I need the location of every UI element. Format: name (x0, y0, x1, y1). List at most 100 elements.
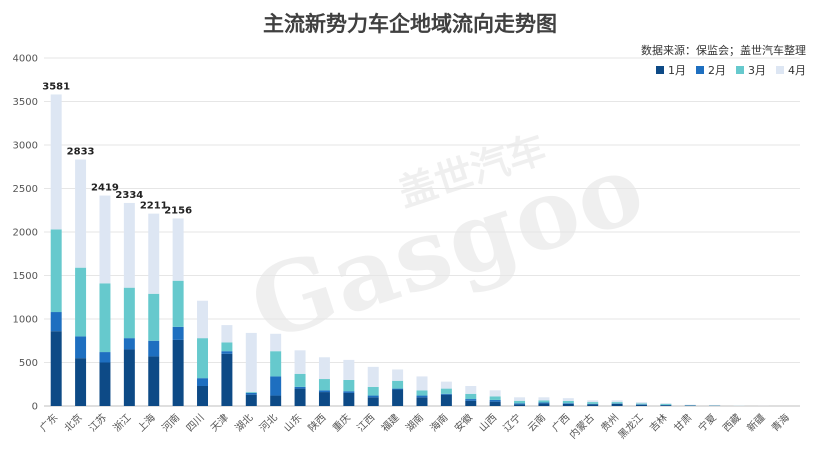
bar-segment-北京-2月 (75, 336, 87, 359)
x-tick-label: 陕西 (305, 411, 328, 434)
bar-segment-山西-3月 (489, 396, 501, 400)
x-tick-label: 山西 (477, 412, 500, 435)
bar-segment-陕西-3月 (318, 379, 330, 391)
x-tick-label: 黑龙江 (615, 411, 645, 441)
bar-segment-上海-1月 (148, 356, 160, 406)
bar-segment-湖北-2月 (245, 392, 257, 395)
bar-segment-陕西-2月 (318, 390, 330, 393)
bar-segment-山东-4月 (294, 350, 306, 374)
bar-segment-云南-4月 (538, 397, 550, 401)
legend-item: 4月 (776, 62, 806, 78)
bar-segment-贵州-3月 (611, 402, 623, 404)
bar-segment-河北-1月 (270, 395, 282, 406)
bar-segment-广东-3月 (50, 229, 62, 313)
total-data-label: 2833 (67, 147, 95, 158)
y-tick-label: 500 (19, 358, 38, 369)
legend-item: 2月 (696, 62, 726, 78)
legend-label: 2月 (708, 64, 726, 77)
x-tick-label: 河北 (257, 412, 280, 435)
bar-segment-河北-3月 (270, 351, 282, 377)
data-source-note: 数据来源：保监会；盖世汽车整理 (641, 44, 806, 57)
y-tick-label: 0 (32, 402, 38, 413)
bar-segment-福建-2月 (392, 388, 404, 390)
bar-segment-四川-1月 (197, 385, 209, 406)
bar-segment-广东-4月 (50, 94, 62, 230)
legend-label: 3月 (748, 64, 766, 77)
legend-swatch (656, 66, 664, 74)
x-tick-label: 内蒙古 (566, 411, 596, 441)
bar-segment-安徽-3月 (465, 393, 477, 400)
bar-segment-云南-1月 (538, 403, 550, 406)
bar-segment-黑龙江-1月 (635, 404, 647, 406)
bar-segment-贵州-4月 (611, 400, 623, 403)
legend-item: 1月 (656, 62, 686, 78)
bar-segment-浙江-1月 (123, 349, 135, 406)
bar-segment-上海-2月 (148, 340, 160, 357)
bar-segment-北京-3月 (75, 267, 87, 337)
bar-segment-安徽-2月 (465, 399, 477, 401)
bar-segment-湖南-1月 (416, 397, 428, 406)
x-tick-label: 辽宁 (500, 411, 523, 434)
x-tick-label: 湖北 (233, 412, 256, 435)
x-tick-label: 福建 (378, 411, 401, 434)
x-tick-label: 天津 (208, 412, 231, 435)
bar-segment-河南-4月 (172, 218, 184, 281)
bar-segment-重庆-1月 (343, 392, 355, 406)
total-data-label: 3581 (42, 81, 70, 92)
bar-segment-广西-2月 (562, 403, 574, 404)
y-tick-label: 1500 (13, 271, 38, 282)
bar-segment-海南-4月 (440, 381, 452, 389)
legend-label: 1月 (668, 64, 686, 77)
bar-segment-河南-1月 (172, 339, 184, 406)
y-tick-label: 4000 (13, 54, 38, 65)
bar-segment-福建-4月 (392, 369, 404, 381)
bar-segment-上海-3月 (148, 293, 160, 341)
total-data-label: 2211 (140, 201, 168, 212)
bar-segment-内蒙古-1月 (587, 404, 599, 406)
bar-segment-陕西-4月 (318, 357, 330, 380)
bar-segment-江西-3月 (367, 386, 379, 396)
bar-segment-海南-2月 (440, 393, 452, 395)
bar-segment-湖南-4月 (416, 376, 428, 391)
bar-segment-天津-1月 (221, 353, 233, 406)
bar-segment-云南-2月 (538, 402, 550, 404)
bar-segment-江西-4月 (367, 366, 379, 387)
legend-item: 3月 (736, 62, 766, 78)
bar-segment-安徽-1月 (465, 400, 477, 406)
bar-segment-江西-2月 (367, 395, 379, 398)
bar-segment-吉林-4月 (660, 403, 672, 404)
bar-segment-吉林-1月 (660, 405, 672, 406)
bar-segment-上海-4月 (148, 213, 160, 294)
bar-segment-黑龙江-4月 (635, 402, 647, 404)
bar-segment-重庆-4月 (343, 359, 355, 380)
bar-segment-浙江-3月 (123, 287, 135, 339)
bar-segment-天津-4月 (221, 325, 233, 343)
bar-segment-天津-2月 (221, 351, 233, 354)
x-tick-label: 新疆 (744, 411, 767, 434)
bar-segment-陕西-1月 (318, 392, 330, 406)
bar-segment-重庆-2月 (343, 391, 355, 393)
x-tick-label: 海南 (427, 411, 450, 434)
y-tick-label: 3000 (13, 141, 38, 152)
chart-title: 主流新势力车企地域流向走势图 (263, 12, 557, 36)
x-tick-label: 河南 (159, 411, 182, 434)
x-tick-label: 上海 (135, 411, 158, 434)
total-data-label: 2334 (115, 190, 143, 201)
bar-segment-海南-1月 (440, 394, 452, 406)
bar-segment-湖南-2月 (416, 395, 428, 398)
bar-segment-江苏-1月 (99, 362, 111, 406)
bar-segment-河南-2月 (172, 326, 184, 340)
bar-segment-福建-1月 (392, 389, 404, 406)
bar-segment-内蒙古-4月 (587, 400, 599, 403)
bar-segment-湖南-3月 (416, 390, 428, 396)
bar-segment-辽宁-1月 (514, 404, 526, 406)
legend-swatch (736, 66, 744, 74)
x-tick-label: 广西 (550, 412, 573, 435)
bar-segment-云南-3月 (538, 400, 550, 403)
x-tick-label: 浙江 (111, 412, 134, 435)
bar-segment-广东-2月 (50, 312, 62, 332)
bar-segment-江苏-2月 (99, 352, 111, 363)
bar-segment-北京-4月 (75, 159, 87, 268)
bar-segment-内蒙古-3月 (587, 402, 599, 404)
